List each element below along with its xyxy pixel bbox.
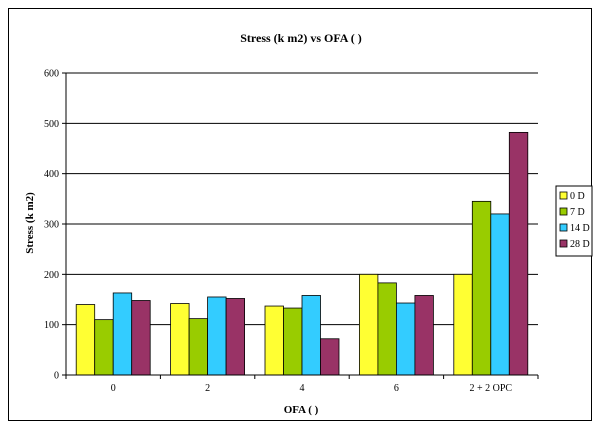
bar — [188, 318, 209, 376]
legend-label: 14 D — [570, 223, 590, 234]
bar — [225, 298, 246, 376]
chart-title: Stress (k m2) vs OFA ( ) — [240, 31, 362, 45]
bar — [264, 305, 284, 376]
bar — [358, 273, 379, 376]
x-tick-label: 4 — [300, 383, 305, 394]
bar — [75, 304, 96, 376]
x-axis-title: OFA ( ) — [284, 404, 319, 416]
bar — [377, 282, 397, 376]
legend-label: 28 D — [570, 239, 590, 250]
legend-label: 0 D — [570, 191, 585, 202]
y-tick-label: 400 — [44, 169, 59, 180]
axes — [65, 73, 539, 379]
legend-swatch — [559, 239, 568, 248]
y-tick-label: 600 — [44, 69, 59, 80]
y-axis-title: Stress (k m2) — [24, 192, 36, 254]
x-tick-label: 2 — [205, 383, 210, 394]
bar-chart: Stress (k m2) vs OFA ( ) 0 100 200 300 400 50… — [24, 31, 593, 416]
bar — [320, 338, 340, 376]
bar — [453, 273, 473, 376]
y-tick-label: 500 — [44, 119, 59, 130]
bar — [94, 319, 114, 376]
bar — [471, 200, 492, 376]
x-tick-label: 6 — [394, 383, 399, 394]
bar — [301, 295, 321, 376]
legend-label: 7 D — [570, 207, 585, 218]
bar — [131, 300, 151, 376]
legend: 0 D 7 D 14 D 28 D — [555, 185, 593, 257]
x-tick-labels: 0 2 4 6 2 + 2 OPC — [111, 383, 513, 394]
bar — [112, 292, 133, 376]
bars — [75, 131, 529, 376]
bar — [508, 131, 529, 376]
y-tick-label: 0 — [54, 371, 59, 382]
legend-swatch — [559, 207, 568, 216]
chart-frame: Stress (k m2) vs OFA ( ) 0 100 200 300 400 50… — [8, 8, 593, 421]
bar — [283, 307, 303, 376]
y-tick-label: 200 — [44, 270, 59, 281]
bar — [395, 302, 416, 376]
bar — [207, 296, 227, 376]
y-tick-label: 100 — [44, 320, 59, 331]
x-tick-label: 0 — [111, 383, 116, 394]
bar — [490, 213, 510, 376]
y-tick-labels: 0 100 200 300 400 500 600 — [44, 69, 59, 382]
legend-swatch — [559, 223, 568, 232]
bar — [414, 295, 434, 376]
bar — [170, 303, 190, 376]
x-tick-label: 2 + 2 OPC — [470, 383, 513, 394]
legend-swatch — [559, 191, 568, 200]
y-tick-label: 300 — [44, 220, 59, 231]
